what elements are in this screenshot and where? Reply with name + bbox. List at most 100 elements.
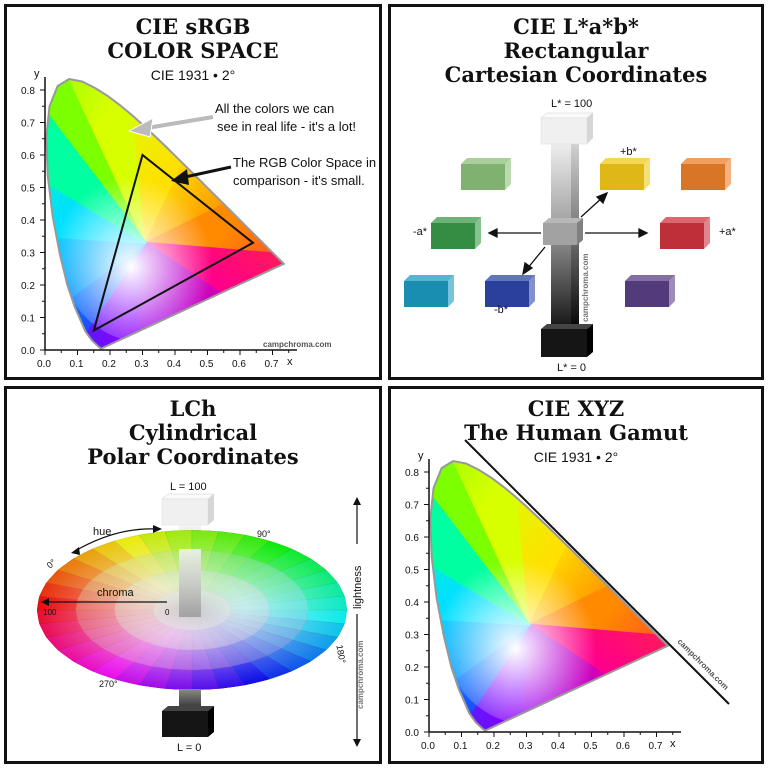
lab-cube-cyan: [404, 275, 454, 307]
xyz-x-label: x: [670, 738, 676, 750]
xyz-diagram: 0.0 0.1 0.2 0.3 0.4 0.5 0.6 0.7 0.0 0.1 0.2 0.3 0.4 0…: [405, 439, 731, 752]
lch-white-cube: [161, 493, 215, 526]
y-tick-label: 0.6: [21, 151, 35, 162]
lch-chroma-label: chroma: [97, 587, 135, 599]
lch-hue-arc: [74, 528, 158, 552]
x-tick-label: 0.7: [649, 741, 663, 752]
lab-title-line2: Rectangular: [503, 38, 649, 63]
lab-cube-blue: [485, 275, 535, 307]
x-tick-label: 0.4: [551, 741, 565, 752]
x-tick-label: 0.5: [200, 359, 214, 370]
y-tick-label: 0.3: [405, 631, 419, 642]
lch-watermark: campchroma.com: [356, 641, 365, 709]
lab-neg-b-arrow: [526, 246, 546, 270]
y-tick-label: 0.0: [21, 346, 35, 357]
lch-0-label: 0: [165, 608, 170, 617]
lab-title-line1: CIE L*a*b*: [513, 14, 639, 39]
lab-title-line3: Cartesian Coordinates: [444, 62, 708, 87]
y-tick-label: 0.1: [405, 696, 419, 707]
xyz-subtitle: CIE 1931 • 2°: [533, 449, 619, 465]
lab-cube-green: [431, 217, 481, 249]
lab-neg-a-label: -a*: [413, 226, 428, 238]
xyz-y-label: y: [418, 450, 424, 462]
srgb-title-line2: COLOR SPACE: [107, 38, 279, 63]
y-tick-label: 0.4: [21, 216, 35, 227]
y-tick-label: 0.5: [21, 184, 35, 195]
panel-lch: LCh Cylindrical Polar Coordinates L = 10…: [4, 386, 382, 764]
lch-black-cube: [162, 706, 214, 737]
srgb-gamut-arrow: [146, 115, 214, 130]
lch-hue-label: hue: [93, 526, 111, 538]
x-tick-label: 0.3: [519, 741, 533, 752]
spectral-locus-outline: [429, 459, 670, 732]
y-tick-label: 0.4: [405, 598, 419, 609]
y-tick-label: 0.5: [405, 566, 419, 577]
lch-180deg-label: 180°: [334, 644, 347, 664]
srgb-y-label: y: [34, 68, 40, 80]
lab-l100-label: L* = 100: [551, 98, 592, 110]
srgb-watermark: campchroma.com: [263, 340, 331, 349]
lab-cube-red: [660, 217, 710, 249]
xyz-purity-line: [464, 439, 730, 705]
x-tick-label: 0.2: [102, 359, 116, 370]
lch-lightness-label: lightness: [352, 565, 364, 609]
lab-diagram: L* = 100 L* = 0 campchroma.com: [404, 98, 737, 374]
y-tick-label: 0.3: [21, 249, 35, 260]
srgb-annotation-rgb-line2: comparison - it's small.: [233, 173, 365, 188]
lch-title-line1: LCh: [169, 396, 217, 421]
y-tick-label: 0.2: [405, 663, 419, 674]
chromaticity-horseshoe: [45, 77, 286, 350]
y-tick-label: 0.8: [21, 86, 35, 97]
panel-lab: CIE L*a*b* Rectangular Cartesian Coordin…: [388, 4, 764, 380]
lab-neg-b-label: -b*: [494, 304, 509, 316]
lab-pos-a-label: +a*: [719, 226, 737, 238]
lab-pos-b-label: +b*: [620, 146, 638, 158]
x-tick-label: 0.7: [265, 359, 279, 370]
srgb-rgb-arrow: [184, 165, 232, 179]
lch-title-line2: Cylindrical: [128, 420, 258, 445]
x-tick-label: 0.1: [70, 359, 84, 370]
srgb-title-line1: CIE sRGB: [135, 14, 251, 39]
lch-270deg-label: 270°: [99, 679, 118, 689]
y-tick-label: 0.0: [405, 728, 419, 739]
srgb-diagram: 0.0 0.1 0.2 0.3 0.4 0.5 0.6 0.7 0.0 0.1 0.2 0.3 0.4 0…: [21, 68, 376, 370]
y-tick-label: 0.7: [405, 501, 419, 512]
xyz-watermark: campchroma.com: [676, 637, 731, 692]
y-tick-label: 0.6: [405, 533, 419, 544]
panel-srgb: CIE sRGB COLOR SPACE CIE 1931 • 2° 0.0 0.…: [4, 4, 382, 380]
lab-center-cube: [543, 218, 583, 245]
y-tick-label: 0.8: [405, 468, 419, 479]
lab-watermark: campchroma.com: [581, 254, 590, 322]
x-tick-label: 0.2: [486, 741, 500, 752]
srgb-rgb-arrowhead: [171, 169, 189, 185]
xyz-title-line1: CIE XYZ: [527, 396, 625, 421]
x-tick-label: 0.1: [454, 741, 468, 752]
x-tick-label: 0.6: [232, 359, 246, 370]
lch-title-line3: Polar Coordinates: [87, 444, 299, 469]
panel-xyz: CIE XYZ The Human Gamut CIE 1931 • 2° 0.…: [388, 386, 764, 764]
x-tick-label: 0.3: [135, 359, 149, 370]
lch-lower-column: [179, 689, 201, 709]
chromaticity-horseshoe: [429, 459, 670, 732]
lab-cube-yellow: [600, 158, 650, 190]
lch-l100-label: L = 100: [170, 481, 207, 493]
lab-cube-purple: [625, 275, 675, 307]
srgb-gamut-arrowhead: [127, 117, 154, 138]
lch-diagram: L = 100 L = 0 hue 0° 90° 180° 270° chrom…: [37, 481, 365, 754]
lch-90deg-label: 90°: [257, 529, 271, 539]
lch-0deg-label: 0°: [45, 557, 58, 570]
srgb-annotation-gamut-line2: see in real life - it's a lot!: [217, 119, 356, 134]
x-tick-label: 0.0: [37, 359, 51, 370]
lab-cube-orange: [681, 158, 731, 190]
y-tick-label: 0.7: [21, 119, 35, 130]
lch-l0-label: L = 0: [177, 742, 201, 754]
lab-white-cube: [540, 112, 594, 145]
xyz-title-line2: The Human Gamut: [464, 420, 688, 445]
lab-cube-light-green: [461, 158, 511, 190]
x-tick-label: 0.6: [616, 741, 630, 752]
x-tick-label: 0.0: [421, 741, 435, 752]
x-tick-label: 0.4: [167, 359, 181, 370]
srgb-annotation-gamut-line1: All the colors we can: [215, 101, 334, 116]
x-tick-label: 0.5: [584, 741, 598, 752]
srgb-subtitle: CIE 1931 • 2°: [150, 67, 236, 83]
